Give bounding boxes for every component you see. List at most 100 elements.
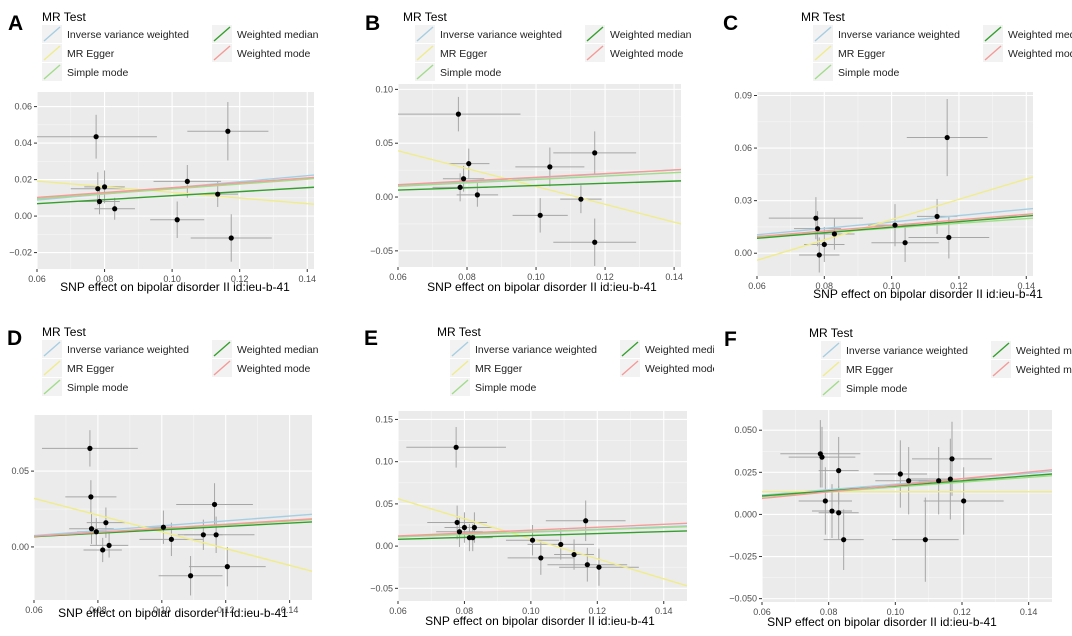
data-point: [215, 191, 221, 197]
regression-line-simple-mode: [37, 177, 314, 200]
chart-svg: A MR Test Inverse variance weighted MR Egge…: [8, 10, 319, 294]
data-point: [88, 494, 94, 500]
y-tick-label: 0.05: [375, 499, 393, 509]
legend: MR Test Inverse variance weighted MR Egger…: [403, 10, 692, 81]
data-point: [934, 213, 940, 220]
legend-line: [43, 64, 61, 80]
legend-label: Weighted mode: [237, 363, 311, 375]
x-tick-label: 0.14: [1018, 281, 1036, 291]
legend-label: Weighted mode: [1008, 48, 1072, 60]
regression-line-weighted-median: [34, 521, 312, 538]
x-tick-label: 0.10: [887, 607, 905, 617]
x-tick-label: 0.10: [883, 281, 901, 291]
data-point: [821, 241, 827, 248]
legend-line: [213, 360, 231, 376]
regression-line-mr-egger: [398, 498, 687, 587]
x-tick-label: 0.14: [281, 605, 299, 615]
legend-title: MR Test: [437, 325, 481, 339]
data-point: [529, 537, 536, 543]
legend-line: [416, 45, 434, 61]
plot-background: [762, 410, 1052, 602]
x-axis-label: SNP effect on bipolar disorder II id:ieu…: [425, 614, 655, 628]
legend-label: Weighted median: [1008, 29, 1072, 41]
data-point: [200, 532, 206, 538]
legend-line: [814, 45, 832, 61]
legend-line: [814, 64, 832, 80]
legend-line: [416, 26, 434, 42]
y-tick-label: 0.05: [375, 138, 393, 148]
panel-letter: F: [724, 328, 737, 351]
y-tick-label: 0.04: [14, 138, 32, 148]
data-point: [922, 537, 928, 543]
panel-letter: B: [365, 12, 380, 35]
legend-title: MR Test: [403, 10, 447, 24]
data-point: [547, 164, 553, 170]
legend-line: [621, 360, 639, 376]
data-point: [947, 476, 953, 482]
regression-line-mr-egger: [757, 176, 1033, 261]
legend-label: Weighted median: [237, 344, 319, 356]
data-layer: [34, 430, 312, 596]
legend-line: [213, 341, 231, 357]
data-layer: [398, 96, 681, 266]
data-point: [225, 128, 231, 134]
x-axis-label: SNP effect on bipolar disorder II id:ieu…: [58, 606, 288, 620]
data-point: [944, 134, 950, 141]
data-point: [474, 192, 480, 198]
plot-background: [398, 411, 687, 601]
regression-line-weighted-median: [762, 473, 1052, 497]
legend: MR Test Inverse variance weighted MR Egger…: [801, 10, 1072, 81]
data-point: [814, 226, 821, 232]
panel-letter: E: [364, 327, 378, 350]
legend-line: [451, 379, 469, 395]
data-point: [93, 529, 99, 535]
y-tick-label: 0.00: [375, 541, 393, 551]
data-point: [211, 501, 218, 508]
x-tick-label: 0.08: [820, 607, 838, 617]
y-tick-label: 0.09: [734, 91, 752, 101]
legend-label: Weighted median: [237, 29, 319, 41]
x-tick-label: 0.06: [753, 607, 771, 617]
panel-letter: C: [723, 12, 738, 35]
data-point: [187, 573, 194, 579]
legend-line: [43, 45, 61, 61]
y-tick-label: 0.06: [14, 102, 32, 112]
plot-background: [398, 84, 681, 267]
legend-label: Inverse variance weighted: [67, 344, 189, 356]
plot-area: [761, 410, 1052, 602]
chart-svg: D MR Test Inverse variance weighted MR Egge…: [7, 325, 319, 620]
legend-label: Simple mode: [440, 67, 501, 79]
data-point: [816, 252, 822, 258]
legend-line: [822, 380, 840, 396]
y-tick-label: 0.03: [734, 196, 752, 206]
data-point: [822, 498, 828, 504]
y-tick-label: 0.15: [375, 414, 393, 424]
data-point: [897, 471, 903, 477]
x-tick-label: 0.10: [153, 605, 171, 615]
data-point: [537, 212, 543, 218]
data-point: [88, 526, 95, 532]
legend: MR Test Inverse variance weighted MR Egger…: [42, 325, 319, 396]
x-tick-label: 0.06: [25, 605, 43, 615]
x-tick-label: 0.06: [389, 606, 407, 616]
regression-line-mr-egger: [34, 497, 312, 572]
data-point: [836, 468, 842, 474]
legend-label: Weighted median: [645, 344, 714, 356]
regression-line-weighted-median: [37, 186, 314, 205]
legend-line: [822, 342, 840, 358]
panel-letter: A: [8, 12, 23, 35]
legend-title: MR Test: [42, 10, 86, 24]
data-point: [831, 231, 838, 237]
y-tick-label: 0.00: [375, 192, 393, 202]
data-point: [228, 235, 234, 241]
panel-e: E MR Test Inverse variance weighted MR Egge…: [357, 318, 714, 636]
y-tick-label: −0.05: [370, 246, 393, 256]
y-tick-label: 0.02: [14, 175, 32, 185]
data-point: [184, 178, 190, 185]
x-tick-label: 0.14: [655, 606, 673, 616]
data-point: [160, 524, 167, 530]
panel-a: A MR Test Inverse variance weighted MR Egge…: [0, 0, 357, 318]
y-tick-label: 0.025: [734, 467, 757, 477]
data-point: [453, 444, 459, 450]
panel-letter: D: [7, 327, 22, 350]
